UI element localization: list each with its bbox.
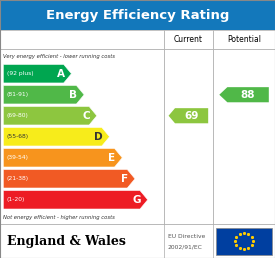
Polygon shape: [169, 108, 208, 123]
Bar: [0, 30, 164, 49]
Text: 2002/91/EC: 2002/91/EC: [168, 244, 202, 249]
Text: Very energy efficient - lower running costs: Very energy efficient - lower running co…: [3, 54, 115, 59]
Text: Not energy efficient - higher running costs: Not energy efficient - higher running co…: [3, 215, 115, 220]
Bar: [0, 0, 275, 30]
Polygon shape: [3, 107, 97, 125]
Polygon shape: [3, 85, 84, 104]
Bar: [213, 49, 275, 224]
Polygon shape: [3, 64, 72, 83]
Text: (55-68): (55-68): [7, 134, 29, 139]
Text: E: E: [108, 153, 115, 163]
Text: EU Directive: EU Directive: [168, 234, 205, 239]
Text: 69: 69: [185, 111, 199, 121]
Polygon shape: [3, 127, 109, 146]
Polygon shape: [219, 87, 269, 102]
Bar: [0, 224, 275, 258]
Text: Energy Efficiency Rating: Energy Efficiency Rating: [46, 9, 229, 22]
Polygon shape: [3, 170, 135, 188]
Text: Potential: Potential: [227, 35, 261, 44]
Text: A: A: [56, 69, 64, 79]
Bar: [164, 49, 213, 224]
Text: (92 plus): (92 plus): [7, 71, 33, 76]
Text: F: F: [121, 174, 128, 184]
Bar: [164, 30, 213, 49]
Bar: [213, 30, 275, 49]
Text: D: D: [94, 132, 103, 142]
Text: (39-54): (39-54): [7, 155, 29, 160]
Text: (21-38): (21-38): [7, 176, 29, 181]
Bar: [216, 228, 272, 255]
Text: G: G: [132, 195, 141, 205]
Text: England & Wales: England & Wales: [7, 235, 126, 248]
Text: (81-91): (81-91): [7, 92, 29, 97]
Polygon shape: [3, 149, 122, 167]
Text: Current: Current: [174, 35, 203, 44]
Text: (69-80): (69-80): [7, 113, 29, 118]
Text: C: C: [82, 111, 90, 121]
Text: (1-20): (1-20): [7, 197, 25, 202]
Bar: [0, 49, 164, 224]
Polygon shape: [3, 190, 148, 209]
Text: 88: 88: [241, 90, 255, 100]
Text: B: B: [69, 90, 77, 100]
